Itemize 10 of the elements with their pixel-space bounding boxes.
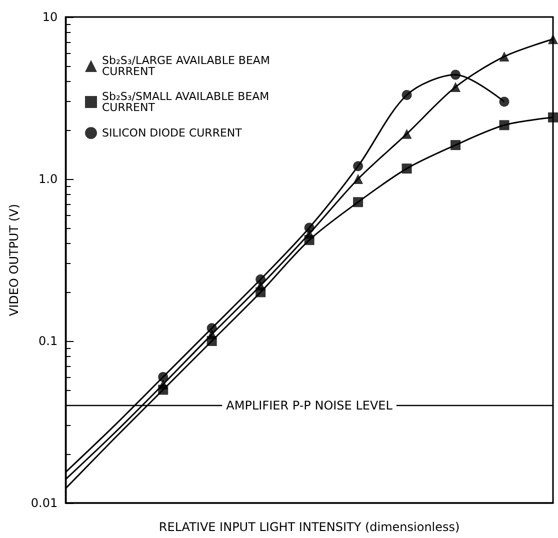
y-tick-label: 0.1 [38,334,58,348]
y-axis-title: VIDEO OUTPUT (V) [7,204,21,316]
y-tick-label: 0.01 [30,496,58,510]
y-tick-label: 1.0 [38,172,58,186]
legend-label: SILICON DIODE CURRENT [102,126,242,140]
legend-label: Sb₂S₃/LARGE AVAILABLE BEAM CURRENT [102,54,274,78]
ref-line-label: AMPLIFIER P-P NOISE LEVEL [226,398,393,412]
legend-label: Sb₂S₃/SMALL AVAILABLE BEAM CURRENT [102,90,273,114]
x-axis-title: RELATIVE INPUT LIGHT INTENSITY (dimensionless) [158,520,460,534]
y-tick-label: 10 [42,10,58,24]
